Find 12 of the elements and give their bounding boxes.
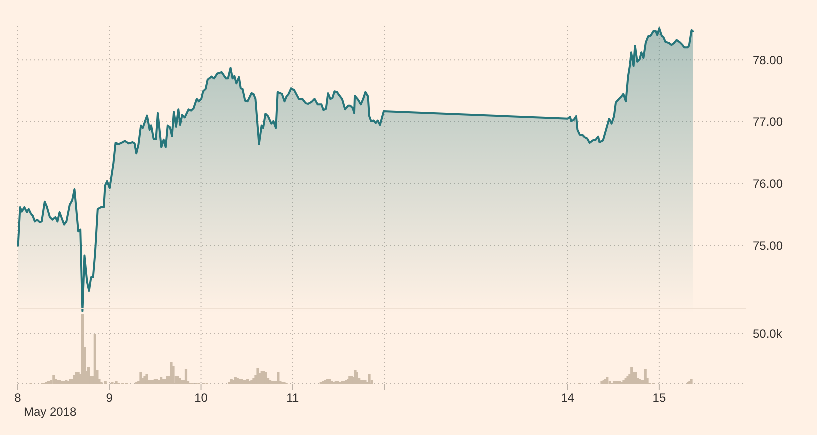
x-tick-label: 10: [194, 391, 208, 405]
y-tick-label: 78.00: [753, 53, 784, 68]
x-tick-label: 9: [106, 391, 114, 405]
y-tick-label: 76.00: [753, 177, 784, 192]
x-axis-title: May 2018: [24, 405, 78, 419]
x-tick-label: 15: [652, 391, 666, 405]
y-tick-label: 50.0k: [753, 327, 784, 342]
x-tick-label: 8: [14, 391, 22, 405]
y-tick-label: 77.00: [753, 115, 784, 130]
x-tick-label: 14: [561, 391, 575, 405]
y-tick-label: 75.00: [753, 239, 784, 254]
x-tick-label: 11: [286, 391, 300, 405]
